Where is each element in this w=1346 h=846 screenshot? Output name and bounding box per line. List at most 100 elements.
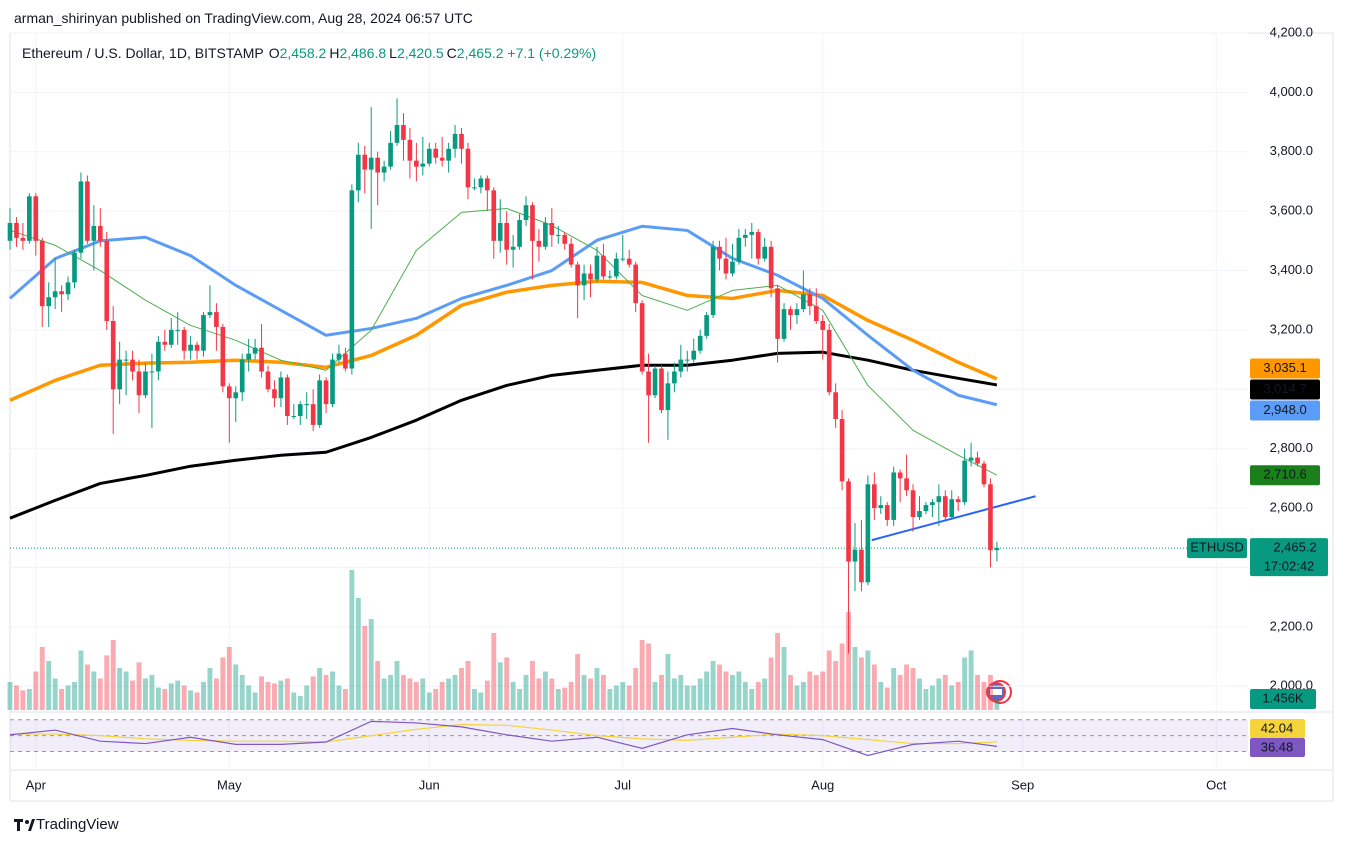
candle-body <box>220 326 226 387</box>
volume-bar <box>72 682 77 710</box>
volume-bar <box>188 690 194 710</box>
volume-bar <box>549 678 555 710</box>
volume-bar <box>207 668 213 710</box>
candle-body <box>555 234 561 236</box>
candle-body <box>272 389 277 399</box>
candle-body <box>214 312 219 327</box>
volume-bar <box>136 662 142 710</box>
volume-bar <box>478 692 484 710</box>
candle-body <box>472 187 477 189</box>
candle-body <box>52 291 58 298</box>
volume-bar <box>278 680 284 710</box>
volume-bar <box>349 570 355 710</box>
candle-body <box>117 359 122 390</box>
volume-bar <box>26 689 32 710</box>
volume-bar <box>201 682 206 710</box>
volume-bar <box>20 690 26 710</box>
volume-bar <box>375 661 381 710</box>
trendline <box>871 495 1036 542</box>
volume-bar <box>762 678 768 710</box>
candle-body <box>188 344 193 351</box>
moving-average <box>9 350 998 520</box>
candle-body <box>536 240 542 247</box>
y-tick-label: 4,000.0 <box>1270 84 1313 99</box>
publisher-line: arman_shirinyan published on TradingView… <box>14 10 473 26</box>
candle-body <box>265 371 271 390</box>
candle-body <box>878 505 884 509</box>
volume-bar <box>194 692 200 710</box>
volume-bar <box>413 682 419 710</box>
volume-bar <box>555 689 561 710</box>
candle-body <box>813 306 819 322</box>
rsi-label: 36.48 <box>1261 739 1294 754</box>
candle-body <box>175 329 181 331</box>
volume-bar <box>736 671 742 710</box>
volume-bar <box>613 685 619 710</box>
volume-bar <box>84 664 90 710</box>
candle-body <box>904 478 909 491</box>
candle-body <box>85 181 90 241</box>
ma-label-box <box>1250 379 1320 400</box>
candle-body <box>343 353 348 369</box>
candle-body <box>762 246 768 259</box>
candle-body <box>614 258 619 277</box>
candle-body <box>104 240 110 322</box>
volume-bar <box>259 676 265 710</box>
volume-bar <box>362 626 368 710</box>
volume-bar <box>723 671 729 710</box>
volume-bar <box>13 685 19 710</box>
candle-body <box>97 225 103 241</box>
candle-body <box>646 371 651 396</box>
volume-bar <box>813 675 819 710</box>
candle-body <box>349 190 355 369</box>
candle-body <box>833 392 838 419</box>
candle-body <box>788 309 793 316</box>
candle-body <box>375 157 380 173</box>
candle-body <box>826 329 832 393</box>
price-label: 2,465.2 <box>1273 540 1316 555</box>
volume-bar <box>904 664 910 710</box>
candle-body <box>388 142 393 167</box>
candle-body <box>162 341 168 345</box>
volume-bar <box>162 689 168 710</box>
volume-bar <box>626 685 632 710</box>
volume-bar <box>213 678 219 710</box>
candle-body <box>923 505 929 512</box>
candle-body <box>678 359 684 372</box>
volume-bar <box>272 683 277 710</box>
volume-bar <box>181 685 187 710</box>
candle-body <box>917 511 922 517</box>
volume-bar <box>471 689 477 710</box>
ma-label: 3,035.1 <box>1263 360 1306 375</box>
candle-body <box>259 347 264 372</box>
candle-body <box>652 368 658 396</box>
volume-bar <box>575 654 581 710</box>
candle-body <box>452 133 458 149</box>
candle-body <box>149 371 155 373</box>
candle-body <box>110 321 116 390</box>
candle-body <box>839 418 845 482</box>
candle-body <box>7 223 13 241</box>
ma-label: 3,014.7 <box>1263 381 1306 396</box>
candle-body <box>33 196 39 241</box>
x-tick-label: Jul <box>614 777 631 792</box>
candle-body <box>768 246 774 289</box>
candle-body <box>14 223 19 238</box>
candle-body <box>78 181 84 253</box>
candle-body <box>672 371 677 384</box>
volume-bar <box>768 657 774 710</box>
volume-bar <box>884 687 890 710</box>
volume-bar <box>800 682 806 710</box>
rsi-ma-label-box <box>1250 719 1305 738</box>
ma-label: 2,710.6 <box>1263 467 1306 482</box>
volume-bar <box>168 683 174 710</box>
x-tick-label: Apr <box>26 777 47 792</box>
candle-body <box>626 258 632 265</box>
volume-bar <box>820 671 826 710</box>
candle-body <box>143 371 148 396</box>
candle-body <box>994 548 1000 551</box>
volume-bar <box>220 657 226 710</box>
volume-bar <box>542 671 548 710</box>
rsi-ma-label: 42.04 <box>1261 720 1294 735</box>
ohlc-value: 2,458.2 <box>279 45 327 61</box>
